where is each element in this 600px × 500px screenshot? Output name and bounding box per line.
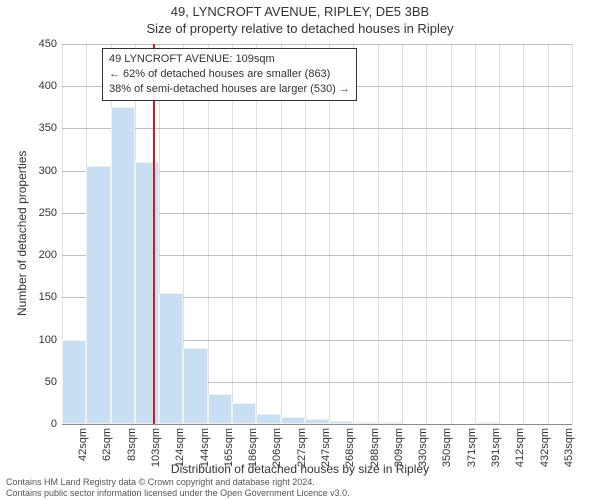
x-tick-label: 247sqm bbox=[320, 428, 332, 478]
histogram-chart: 49 LYNCROFT AVENUE: 109sqm← 62% of detac… bbox=[62, 44, 572, 424]
annotation-line: ← 62% of detached houses are smaller (86… bbox=[109, 67, 350, 82]
annotation-line: 49 LYNCROFT AVENUE: 109sqm bbox=[109, 52, 350, 67]
y-tick-label: 350 bbox=[17, 122, 57, 134]
grid-line bbox=[208, 44, 209, 424]
y-tick-label: 150 bbox=[17, 291, 57, 303]
x-tick-label: 227sqm bbox=[296, 428, 308, 478]
x-tick-label: 371sqm bbox=[466, 428, 478, 478]
x-tick-label: 453sqm bbox=[563, 428, 575, 478]
footer-attribution: Contains HM Land Registry data © Crown c… bbox=[6, 477, 350, 498]
grid-line bbox=[378, 44, 379, 424]
grid-line bbox=[62, 128, 572, 129]
axis-baseline bbox=[62, 424, 572, 425]
x-tick-label: 432sqm bbox=[539, 428, 551, 478]
marker-line bbox=[153, 44, 155, 424]
x-tick-label: 62sqm bbox=[101, 428, 113, 478]
y-tick-label: 300 bbox=[17, 165, 57, 177]
grid-line bbox=[426, 44, 427, 424]
grid-line bbox=[232, 44, 233, 424]
grid-line bbox=[523, 44, 524, 424]
histogram-bar bbox=[256, 414, 280, 424]
x-tick-label: 309sqm bbox=[393, 428, 405, 478]
x-tick-label: 206sqm bbox=[271, 428, 283, 478]
footer-line-2: Contains public sector information licen… bbox=[6, 488, 350, 498]
x-tick-label: 412sqm bbox=[514, 428, 526, 478]
histogram-bar bbox=[183, 348, 207, 424]
x-tick-label: 350sqm bbox=[441, 428, 453, 478]
grid-line bbox=[256, 44, 257, 424]
grid-line bbox=[499, 44, 500, 424]
x-tick-label: 42sqm bbox=[77, 428, 89, 478]
x-tick-label: 268sqm bbox=[344, 428, 356, 478]
grid-line bbox=[329, 44, 330, 424]
histogram-bar bbox=[135, 162, 159, 424]
x-tick-label: 288sqm bbox=[369, 428, 381, 478]
annotation-box: 49 LYNCROFT AVENUE: 109sqm← 62% of detac… bbox=[102, 48, 357, 101]
histogram-bar bbox=[111, 107, 135, 424]
histogram-bar bbox=[86, 166, 110, 424]
histogram-bar bbox=[281, 417, 305, 424]
y-tick-label: 50 bbox=[17, 376, 57, 388]
annotation-line: 38% of semi-detached houses are larger (… bbox=[109, 82, 350, 97]
footer-line-1: Contains HM Land Registry data © Crown c… bbox=[6, 477, 350, 487]
histogram-bar bbox=[159, 293, 183, 424]
x-tick-label: 124sqm bbox=[174, 428, 186, 478]
y-tick-label: 400 bbox=[17, 80, 57, 92]
grid-line bbox=[572, 44, 573, 424]
y-tick-label: 450 bbox=[17, 38, 57, 50]
grid-line bbox=[475, 44, 476, 424]
page-subtitle: Size of property relative to detached ho… bbox=[0, 21, 600, 36]
grid-line bbox=[353, 44, 354, 424]
x-tick-label: 103sqm bbox=[150, 428, 162, 478]
grid-line bbox=[548, 44, 549, 424]
x-tick-label: 391sqm bbox=[490, 428, 502, 478]
page-title: 49, LYNCROFT AVENUE, RIPLEY, DE5 3BB bbox=[0, 4, 600, 19]
y-tick-label: 200 bbox=[17, 249, 57, 261]
y-tick-label: 100 bbox=[17, 334, 57, 346]
grid-line bbox=[305, 44, 306, 424]
grid-line bbox=[62, 44, 572, 45]
x-tick-label: 186sqm bbox=[247, 428, 259, 478]
y-tick-label: 250 bbox=[17, 207, 57, 219]
x-tick-label: 330sqm bbox=[417, 428, 429, 478]
x-tick-label: 144sqm bbox=[199, 428, 211, 478]
grid-line bbox=[281, 44, 282, 424]
y-tick-label: 0 bbox=[17, 418, 57, 430]
histogram-bar bbox=[232, 403, 256, 424]
x-tick-label: 165sqm bbox=[223, 428, 235, 478]
x-tick-label: 83sqm bbox=[126, 428, 138, 478]
histogram-bar bbox=[208, 394, 232, 424]
histogram-bar bbox=[62, 340, 86, 424]
grid-line bbox=[451, 44, 452, 424]
grid-line bbox=[402, 44, 403, 424]
